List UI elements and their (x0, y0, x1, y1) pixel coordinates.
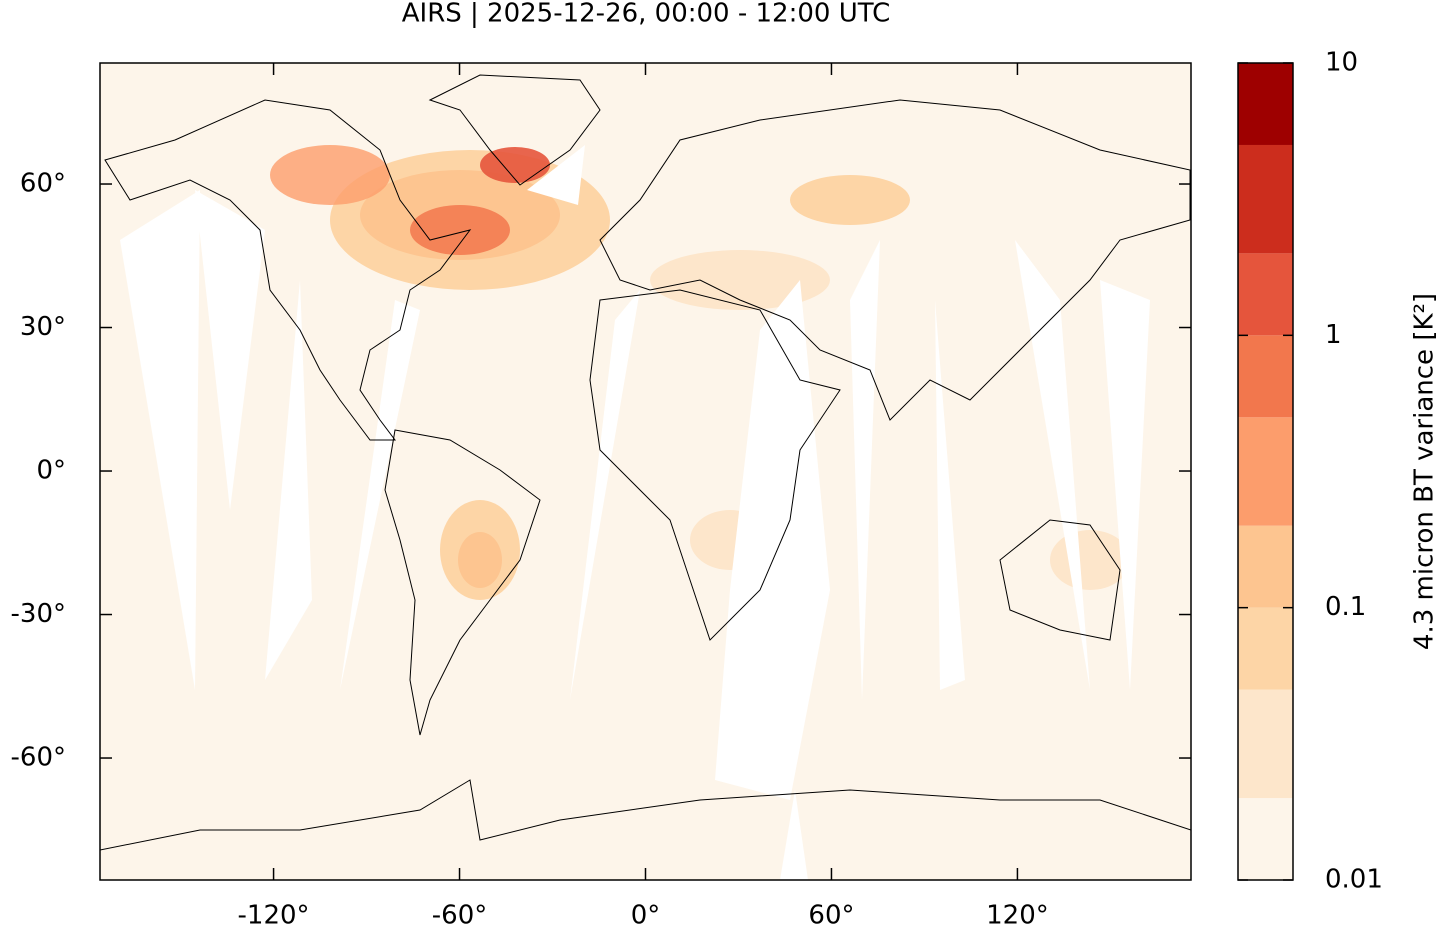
colorbar-tick-label: 0.01 (1325, 865, 1383, 895)
y-tick-label: 0° (36, 456, 66, 486)
colorbar-tick-label: 0.1 (1325, 592, 1366, 622)
y-tick-label: -30° (11, 599, 66, 629)
colorbar-segment (1238, 253, 1293, 336)
colorbar-label: 4.3 micron BT variance [K²] (1410, 293, 1440, 650)
background-field (100, 63, 1191, 880)
colorbar-frame (1237, 62, 1294, 881)
variance-patches (270, 145, 1130, 600)
coastlines (100, 74, 1191, 851)
colorbar-segment (1238, 689, 1293, 799)
colorbar-segment (1238, 607, 1293, 690)
x-tick-label: -120° (238, 901, 310, 930)
colorbar-segment (1238, 144, 1293, 254)
colorbar-segment (1238, 335, 1293, 418)
data-gaps (120, 145, 1150, 880)
x-tick-label: 60° (808, 901, 854, 930)
y-tick-label: 60° (20, 169, 66, 199)
colorbar-tick-label: 10 (1325, 48, 1358, 78)
y-tick-label: 30° (20, 312, 66, 342)
colorbar-tick-label: 1 (1325, 320, 1342, 350)
y-tick-label: -60° (11, 743, 66, 773)
x-tick-label: -60° (432, 901, 487, 930)
colorbar-segment (1238, 525, 1293, 608)
x-tick-label: 120° (986, 901, 1049, 930)
map-field (100, 63, 1191, 880)
colorbar-segment (1238, 798, 1293, 880)
x-tick-label: 0° (631, 901, 661, 930)
colorbar-segment (1238, 417, 1293, 526)
colorbar-segment (1238, 63, 1293, 145)
map-title: AIRS | 2025-12-26, 00:00 - 12:00 UTC (402, 0, 891, 29)
